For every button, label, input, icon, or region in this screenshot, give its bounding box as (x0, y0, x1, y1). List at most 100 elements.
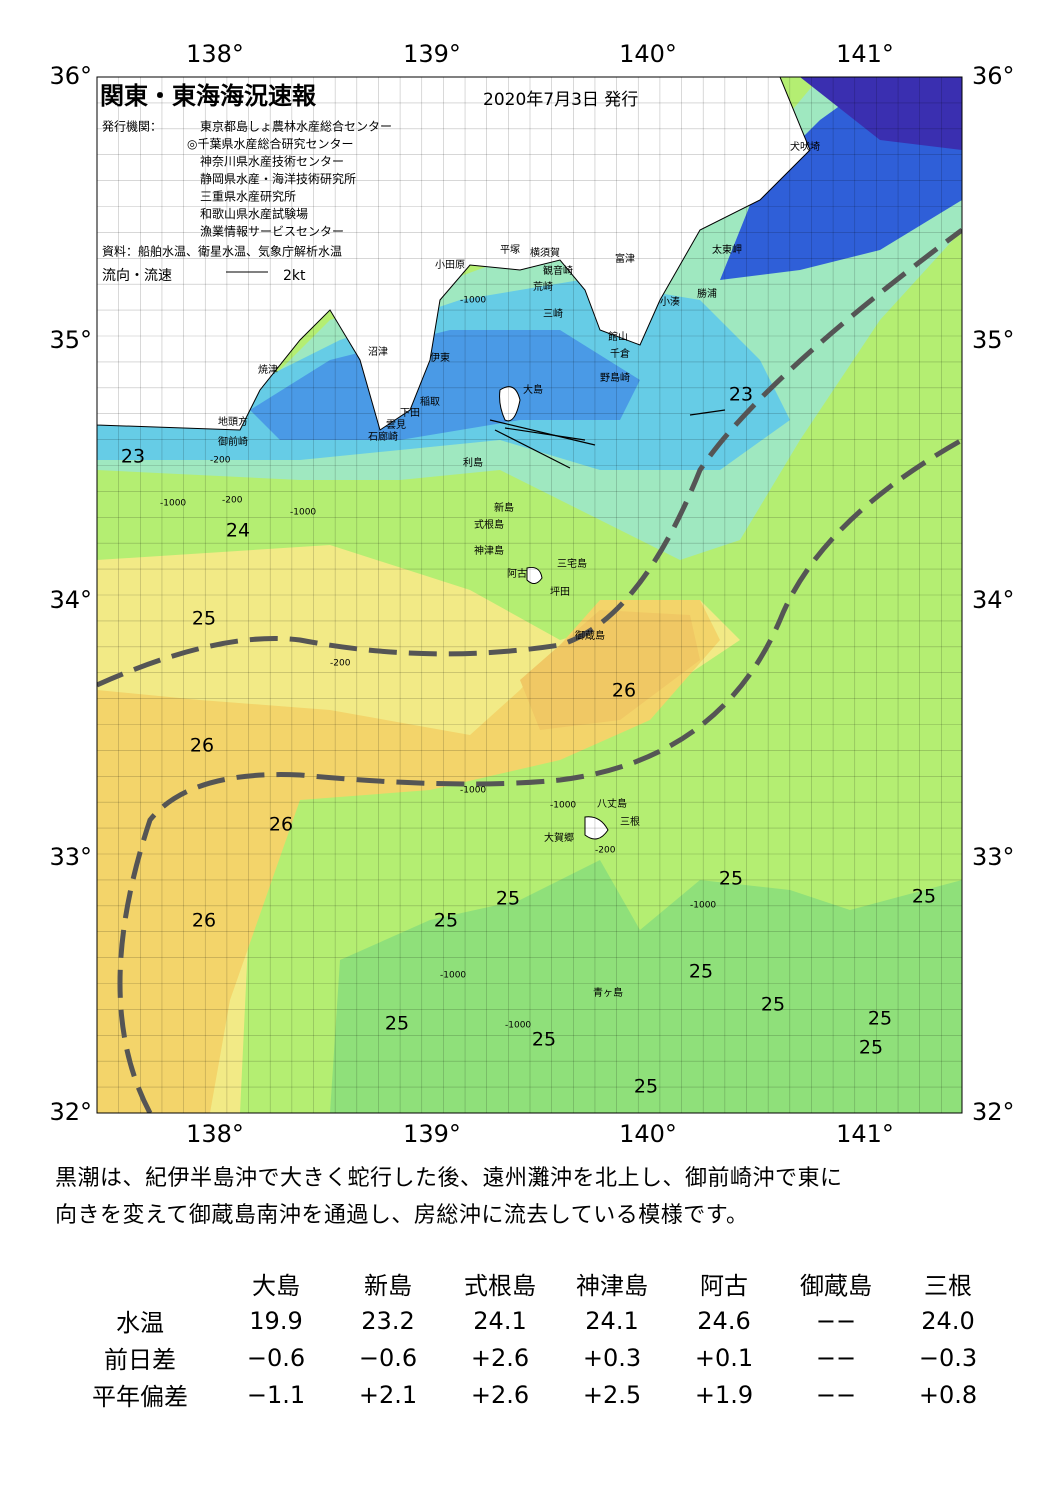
cell: +2.5 (582, 1380, 642, 1409)
cell: −− (815, 1306, 857, 1335)
column-header: 大島 (252, 1272, 300, 1300)
depth-label: -200 (210, 456, 231, 466)
lon-label: 138° (186, 1120, 244, 1148)
org-name: 三重県水産研究所 (200, 189, 296, 204)
isotherm-label: 23 (729, 384, 753, 406)
place-name: 地頭方 (218, 415, 248, 428)
place-name: 新島 (494, 501, 514, 514)
lat-label: 34° (972, 586, 1015, 614)
depth-label: -1000 (460, 296, 486, 306)
isotherm-label: 25 (385, 1013, 409, 1035)
lat-label: 32° (972, 1098, 1015, 1126)
cell: 19.9 (249, 1306, 303, 1335)
place-name: 三宅島 (557, 557, 587, 570)
place-name: 御蔵島 (575, 629, 605, 642)
cell: +0.1 (694, 1343, 754, 1372)
depth-label: -1000 (460, 786, 486, 796)
isotherm-label: 25 (434, 910, 458, 932)
land (97, 77, 811, 431)
isotherm-label: 26 (269, 814, 293, 836)
org-name: ◎千葉県水産総合研究センター (187, 136, 353, 151)
place-name: 阿古 (507, 567, 527, 580)
place-name: 館山 (608, 330, 628, 343)
depth-label: -1000 (160, 499, 186, 509)
cell: +0.3 (582, 1343, 642, 1372)
place-name: 利島 (463, 456, 483, 469)
summary-line: 向きを変えて御蔵島南沖を通過し、房総沖に流去している模様です。 (55, 1203, 749, 1228)
island (584, 816, 609, 840)
column-header: 三根 (924, 1272, 972, 1300)
cell: +2.1 (358, 1380, 418, 1409)
place-name: 雲見 (386, 419, 406, 431)
place-name: 神津島 (474, 544, 504, 557)
depth-label: -1000 (290, 508, 316, 518)
org-label: 発行機関： (102, 119, 162, 134)
lat-label: 36° (49, 62, 92, 90)
isotherm-label: 25 (761, 994, 785, 1016)
place-name: 式根島 (474, 518, 504, 531)
row-header: 水温 (116, 1309, 164, 1337)
place-name: 青ヶ島 (593, 986, 623, 999)
cold-core (800, 77, 962, 150)
flow-label: 流向・流速 (102, 268, 172, 284)
place-name: 伊東 (430, 351, 450, 364)
cell: −0.6 (358, 1343, 418, 1372)
cell: −1.1 (246, 1380, 306, 1409)
place-name: 稲取 (420, 396, 440, 408)
place-name: 千倉 (610, 347, 630, 360)
place-name: 小田原 (435, 259, 465, 271)
island (499, 386, 521, 422)
org-name: 東京都島しょ農林水産総合センター (200, 119, 392, 134)
isotherm-label: 25 (496, 888, 520, 910)
depth-label: -1000 (440, 971, 466, 981)
map-frame (96, 76, 963, 1114)
cell: 24.1 (473, 1306, 527, 1335)
isotherm-label: 23 (121, 446, 145, 468)
kuroshio-axis (117, 437, 962, 1113)
isotherm-label: 26 (612, 680, 636, 702)
cell: −0.3 (918, 1343, 978, 1372)
column-header: 式根島 (464, 1272, 536, 1300)
place-name: 平塚 (500, 244, 520, 256)
place-name: 八丈島 (597, 797, 627, 810)
summary-line: 黒潮は、紀伊半島沖で大きく蛇行した後、遠州灘沖を北上し、御前崎沖で東に (55, 1166, 843, 1191)
flow-scale: 2kt (283, 268, 306, 284)
lat-label: 33° (49, 843, 92, 871)
column-header: 新島 (364, 1272, 412, 1300)
place-name: 野島崎 (600, 371, 630, 384)
grid (97, 77, 962, 1113)
header-row: 大島 新島 式根島 神津島 阿古 御蔵島 三根 (60, 1265, 1004, 1302)
cell: +1.9 (694, 1380, 754, 1409)
issue-date: 2020年7月3日 発行 (483, 90, 638, 110)
org-name: 神奈川県水産技術センター (200, 154, 344, 169)
data-row: 前日差 −0.6 −0.6 +2.6 +0.3 +0.1 −− −0.3 (60, 1339, 1004, 1376)
lon-label: 140° (619, 40, 677, 68)
cold-core (250, 330, 640, 440)
place-name: 勝浦 (697, 287, 717, 300)
isotherm-label: 25 (719, 868, 743, 890)
isotherm-label: 25 (912, 886, 936, 908)
cool-patch (330, 860, 962, 1113)
cell: +2.6 (470, 1343, 530, 1372)
lon-label: 139° (403, 40, 461, 68)
corner (60, 1265, 220, 1302)
isotherm-label: 26 (190, 735, 214, 757)
cell: 24.0 (921, 1306, 975, 1335)
place-name: 石廊崎 (368, 430, 398, 443)
lon-label: 141° (836, 40, 894, 68)
place-name: 横須賀 (530, 246, 560, 259)
isotherm-label: 26 (192, 910, 216, 932)
lat-label: 35° (49, 326, 92, 354)
place-name: 荒崎 (533, 280, 553, 293)
cell: −0.6 (246, 1343, 306, 1372)
cell: −− (815, 1380, 857, 1409)
place-name: 沼津 (368, 345, 388, 358)
cell: +0.8 (918, 1380, 978, 1409)
island (526, 567, 543, 584)
data-row: 水温 19.9 23.2 24.1 24.1 24.6 −− 24.0 (60, 1302, 1004, 1339)
place-name: 御前崎 (218, 435, 248, 448)
place-name: 富津 (615, 252, 635, 265)
isotherm-label: 24 (226, 520, 250, 542)
place-name: 下田 (400, 408, 420, 419)
